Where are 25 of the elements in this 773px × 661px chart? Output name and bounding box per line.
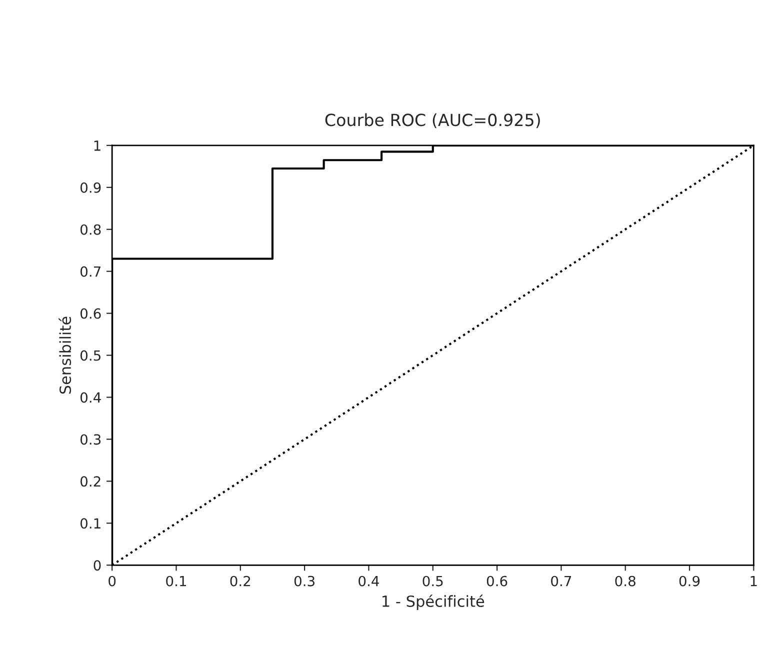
x-tick-label: 0: [108, 576, 116, 586]
y-tick-label: 0.6: [80, 308, 101, 319]
y-tick-label: 0.3: [80, 434, 101, 445]
y-tick-label: 0.8: [80, 224, 101, 235]
chart-title: Courbe ROC (AUC=0.925): [325, 113, 540, 128]
x-tick-label: 0.9: [679, 576, 700, 586]
x-tick-label: 0.2: [230, 576, 250, 586]
y-tick-label: 1: [94, 140, 100, 151]
x-tick-label: 1: [750, 576, 757, 586]
y-axis-title: Sensibilité: [58, 316, 72, 394]
x-tick-label: 0.8: [615, 576, 636, 586]
y-tick-label: 0.2: [80, 476, 100, 487]
y-tick-label: 0.1: [80, 518, 100, 529]
y-tick-label: 0.5: [80, 350, 100, 361]
y-tick-label: 0: [94, 560, 101, 571]
x-tick-label: 0.6: [486, 576, 508, 586]
y-tick-label: 0.7: [80, 266, 100, 277]
x-tick-label: 0.5: [422, 576, 443, 586]
x-axis-title: 1 - Spécificité: [382, 594, 484, 610]
y-tick-label: 0.4: [80, 392, 101, 403]
x-tick-label: 0.3: [294, 576, 314, 586]
x-tick-label: 0.7: [551, 576, 572, 586]
x-tick-label: 0.4: [358, 576, 379, 586]
x-tick-label: 0.1: [166, 576, 186, 586]
y-tick-label: 0.9: [80, 182, 101, 193]
